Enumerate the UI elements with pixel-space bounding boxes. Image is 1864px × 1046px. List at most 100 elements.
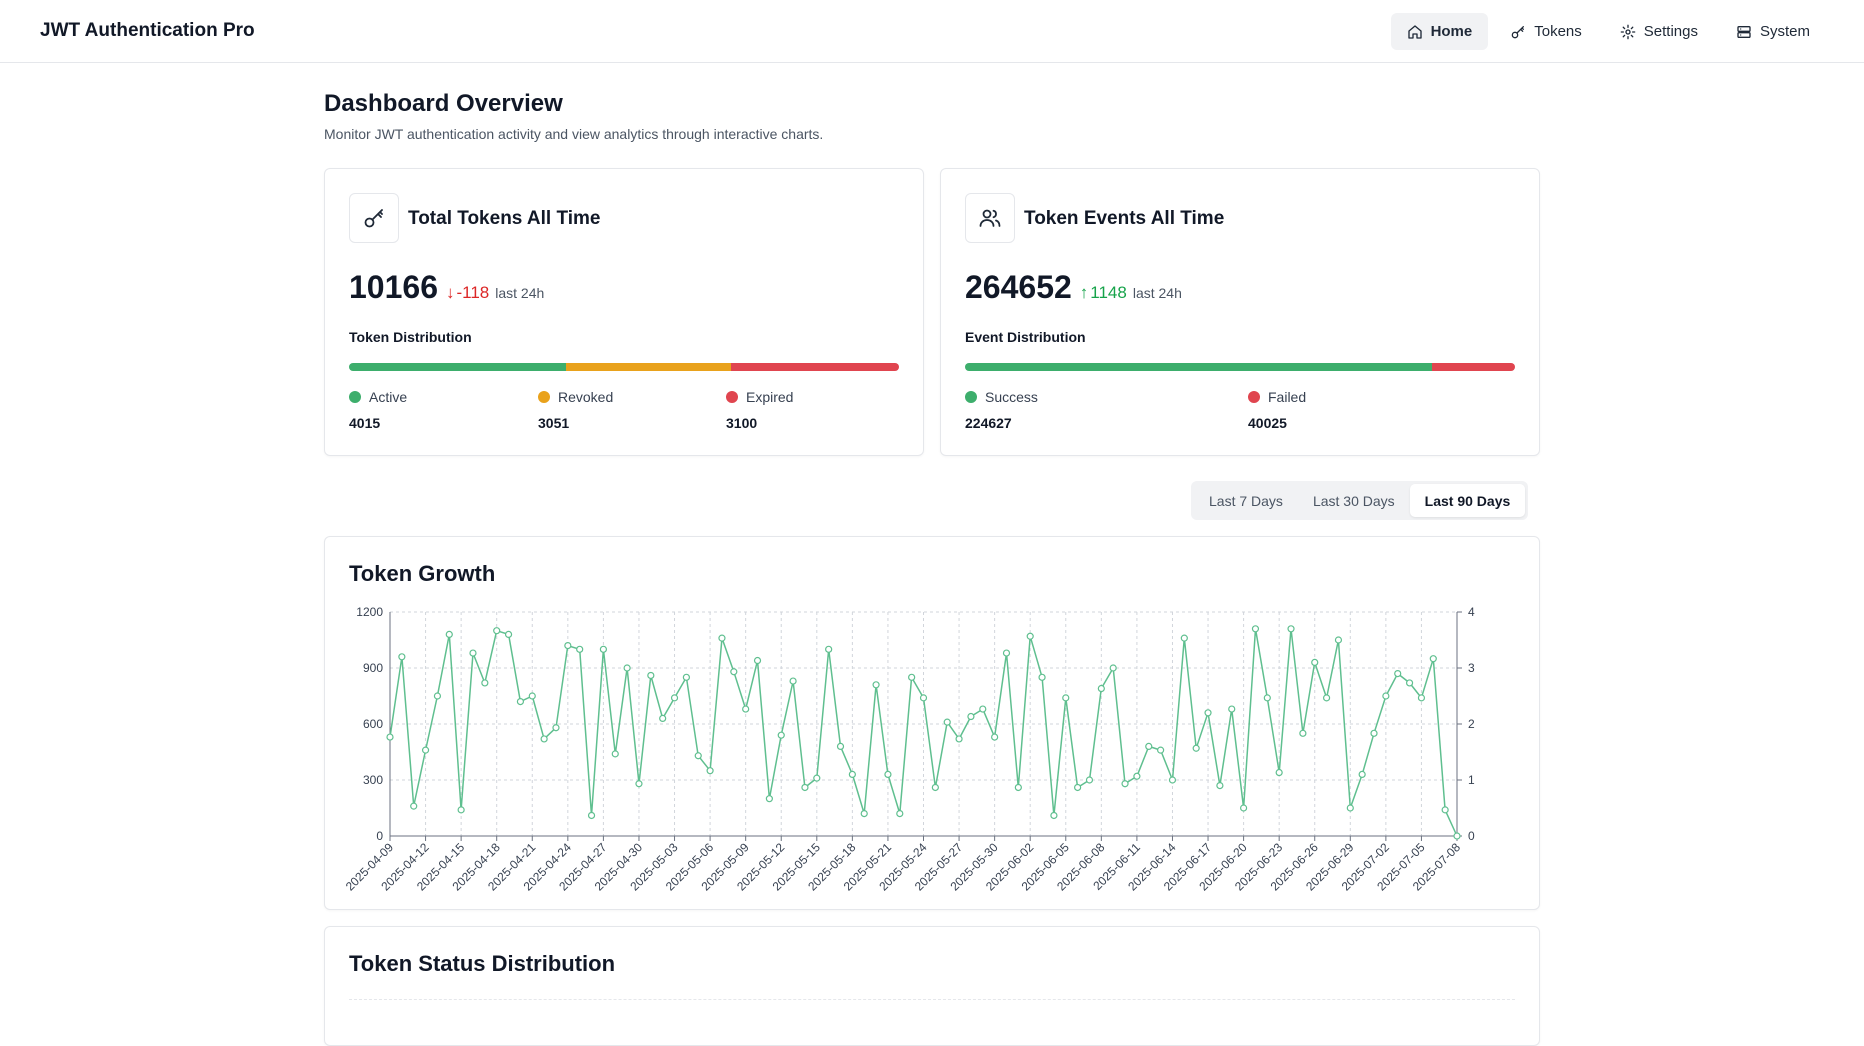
date-range-selector: Last 7 Days Last 30 Days Last 90 Days — [1191, 481, 1529, 520]
data-point — [1287, 625, 1295, 633]
tokens-card-title: Total Tokens All Time — [408, 208, 601, 229]
page-title: Dashboard Overview — [324, 90, 563, 117]
data-point — [1133, 772, 1141, 780]
data-point — [955, 735, 963, 743]
data-point — [753, 656, 762, 665]
legend-expired-label: Expired — [746, 389, 794, 405]
data-point — [410, 802, 418, 810]
data-point — [1026, 632, 1034, 640]
nav-system[interactable]: System — [1720, 13, 1826, 50]
data-point — [848, 770, 856, 778]
event-distribution-bar — [965, 363, 1515, 371]
data-point — [587, 811, 596, 820]
data-point — [967, 712, 975, 721]
data-point — [1180, 634, 1188, 642]
y-right-tick-label: 0 — [1468, 829, 1475, 843]
nav-tokens[interactable]: Tokens — [1494, 13, 1598, 50]
tokens-delta-note: last 24h — [495, 285, 545, 301]
events-card-title: Token Events All Time — [1024, 208, 1225, 229]
data-point — [860, 810, 868, 818]
data-point — [931, 783, 939, 792]
data-point — [386, 733, 394, 741]
nav-home-label: Home — [1430, 23, 1473, 40]
data-point — [825, 645, 833, 653]
data-point — [1275, 768, 1283, 777]
data-point — [789, 677, 797, 685]
legend-success: Success 224627 — [965, 389, 1248, 431]
data-point — [1441, 806, 1449, 814]
events-delta: ↑ 1148 last 24h — [1080, 283, 1182, 303]
data-point — [730, 668, 738, 676]
legend-expired: Expired 3100 — [726, 389, 793, 431]
range-last-7-days[interactable]: Last 7 Days — [1209, 492, 1283, 509]
data-point — [670, 694, 679, 702]
token-bar-active-segment — [349, 363, 567, 371]
data-point — [1405, 679, 1414, 687]
data-point — [552, 724, 560, 732]
data-point — [919, 694, 928, 702]
main-nav: Home Tokens Settings System — [1390, 13, 1826, 50]
token-distribution-legend: Active 4015 Revoked 3051 Expired 3100 — [349, 389, 793, 431]
legend-revoked-value: 3051 — [538, 415, 570, 431]
y-right-tick-label: 2 — [1468, 717, 1475, 731]
range-last-30-days[interactable]: Last 30 Days — [1312, 492, 1395, 509]
data-point — [1109, 664, 1117, 672]
data-point — [1417, 694, 1426, 702]
nav-settings[interactable]: Settings — [1604, 13, 1714, 50]
data-point — [1050, 811, 1058, 820]
data-point — [1014, 783, 1022, 792]
home-icon — [1407, 24, 1422, 39]
arrow-up-icon: ↑ — [1079, 283, 1089, 302]
range-last-90-days[interactable]: Last 90 Days — [1409, 484, 1526, 517]
revoked-dot-icon — [538, 391, 550, 403]
token-growth-title: Token Growth — [349, 561, 496, 586]
data-point — [611, 750, 619, 758]
legend-failed: Failed 40025 — [1248, 389, 1306, 431]
data-point — [682, 673, 690, 681]
data-point — [979, 705, 987, 713]
data-point — [421, 746, 430, 754]
failed-dot-icon — [1248, 391, 1260, 403]
data-point — [694, 752, 702, 760]
data-point — [1453, 832, 1461, 840]
data-point — [1322, 694, 1331, 702]
nav-home[interactable]: Home — [1390, 13, 1489, 50]
event-bar-success-segment — [965, 363, 1432, 371]
gear-icon — [1620, 24, 1636, 39]
tokens-total-value: 10166 — [349, 269, 438, 305]
data-point — [706, 767, 714, 775]
brand-title: JWT Authentication Pro — [40, 20, 255, 41]
data-point — [1074, 783, 1082, 792]
data-point — [457, 806, 465, 814]
y-right-tick-label: 1 — [1468, 773, 1475, 787]
top-bar: JWT Authentication Pro Home Tokens Setti… — [0, 0, 1864, 63]
data-point — [599, 645, 607, 653]
y-right-tick-label: 3 — [1468, 661, 1475, 675]
tokens-value-row: 10166 ↓ -118 last 24h — [349, 269, 544, 306]
events-delta-value: 1148 — [1090, 283, 1127, 302]
data-point — [1334, 636, 1343, 644]
events-total-value: 264652 — [965, 269, 1072, 305]
data-point — [1394, 670, 1402, 678]
data-point — [504, 630, 513, 639]
data-point — [433, 692, 442, 700]
data-point — [836, 742, 845, 750]
data-point — [469, 649, 477, 657]
data-point — [1216, 782, 1224, 790]
token-growth-card: Token Growth 0 300 600 900 1200 0 1 2 3 4 2025-04-… — [324, 536, 1540, 910]
legend-expired-value: 3100 — [726, 415, 758, 431]
arrow-down-icon: ↓ — [445, 283, 455, 302]
legend-success-label: Success — [985, 389, 1038, 405]
data-point — [1157, 746, 1165, 754]
legend-revoked-label: Revoked — [558, 389, 614, 405]
data-point — [493, 627, 501, 635]
data-point — [1263, 694, 1271, 702]
data-point — [516, 698, 525, 706]
event-distribution-label: Event Distribution — [965, 329, 1086, 345]
legend-success-value: 224627 — [965, 415, 1012, 431]
y-right-tick-label: 4 — [1468, 605, 1475, 619]
users-icon — [979, 209, 1001, 227]
data-point — [1002, 649, 1011, 657]
events-delta-note: last 24h — [1132, 285, 1182, 301]
data-point — [777, 731, 785, 739]
